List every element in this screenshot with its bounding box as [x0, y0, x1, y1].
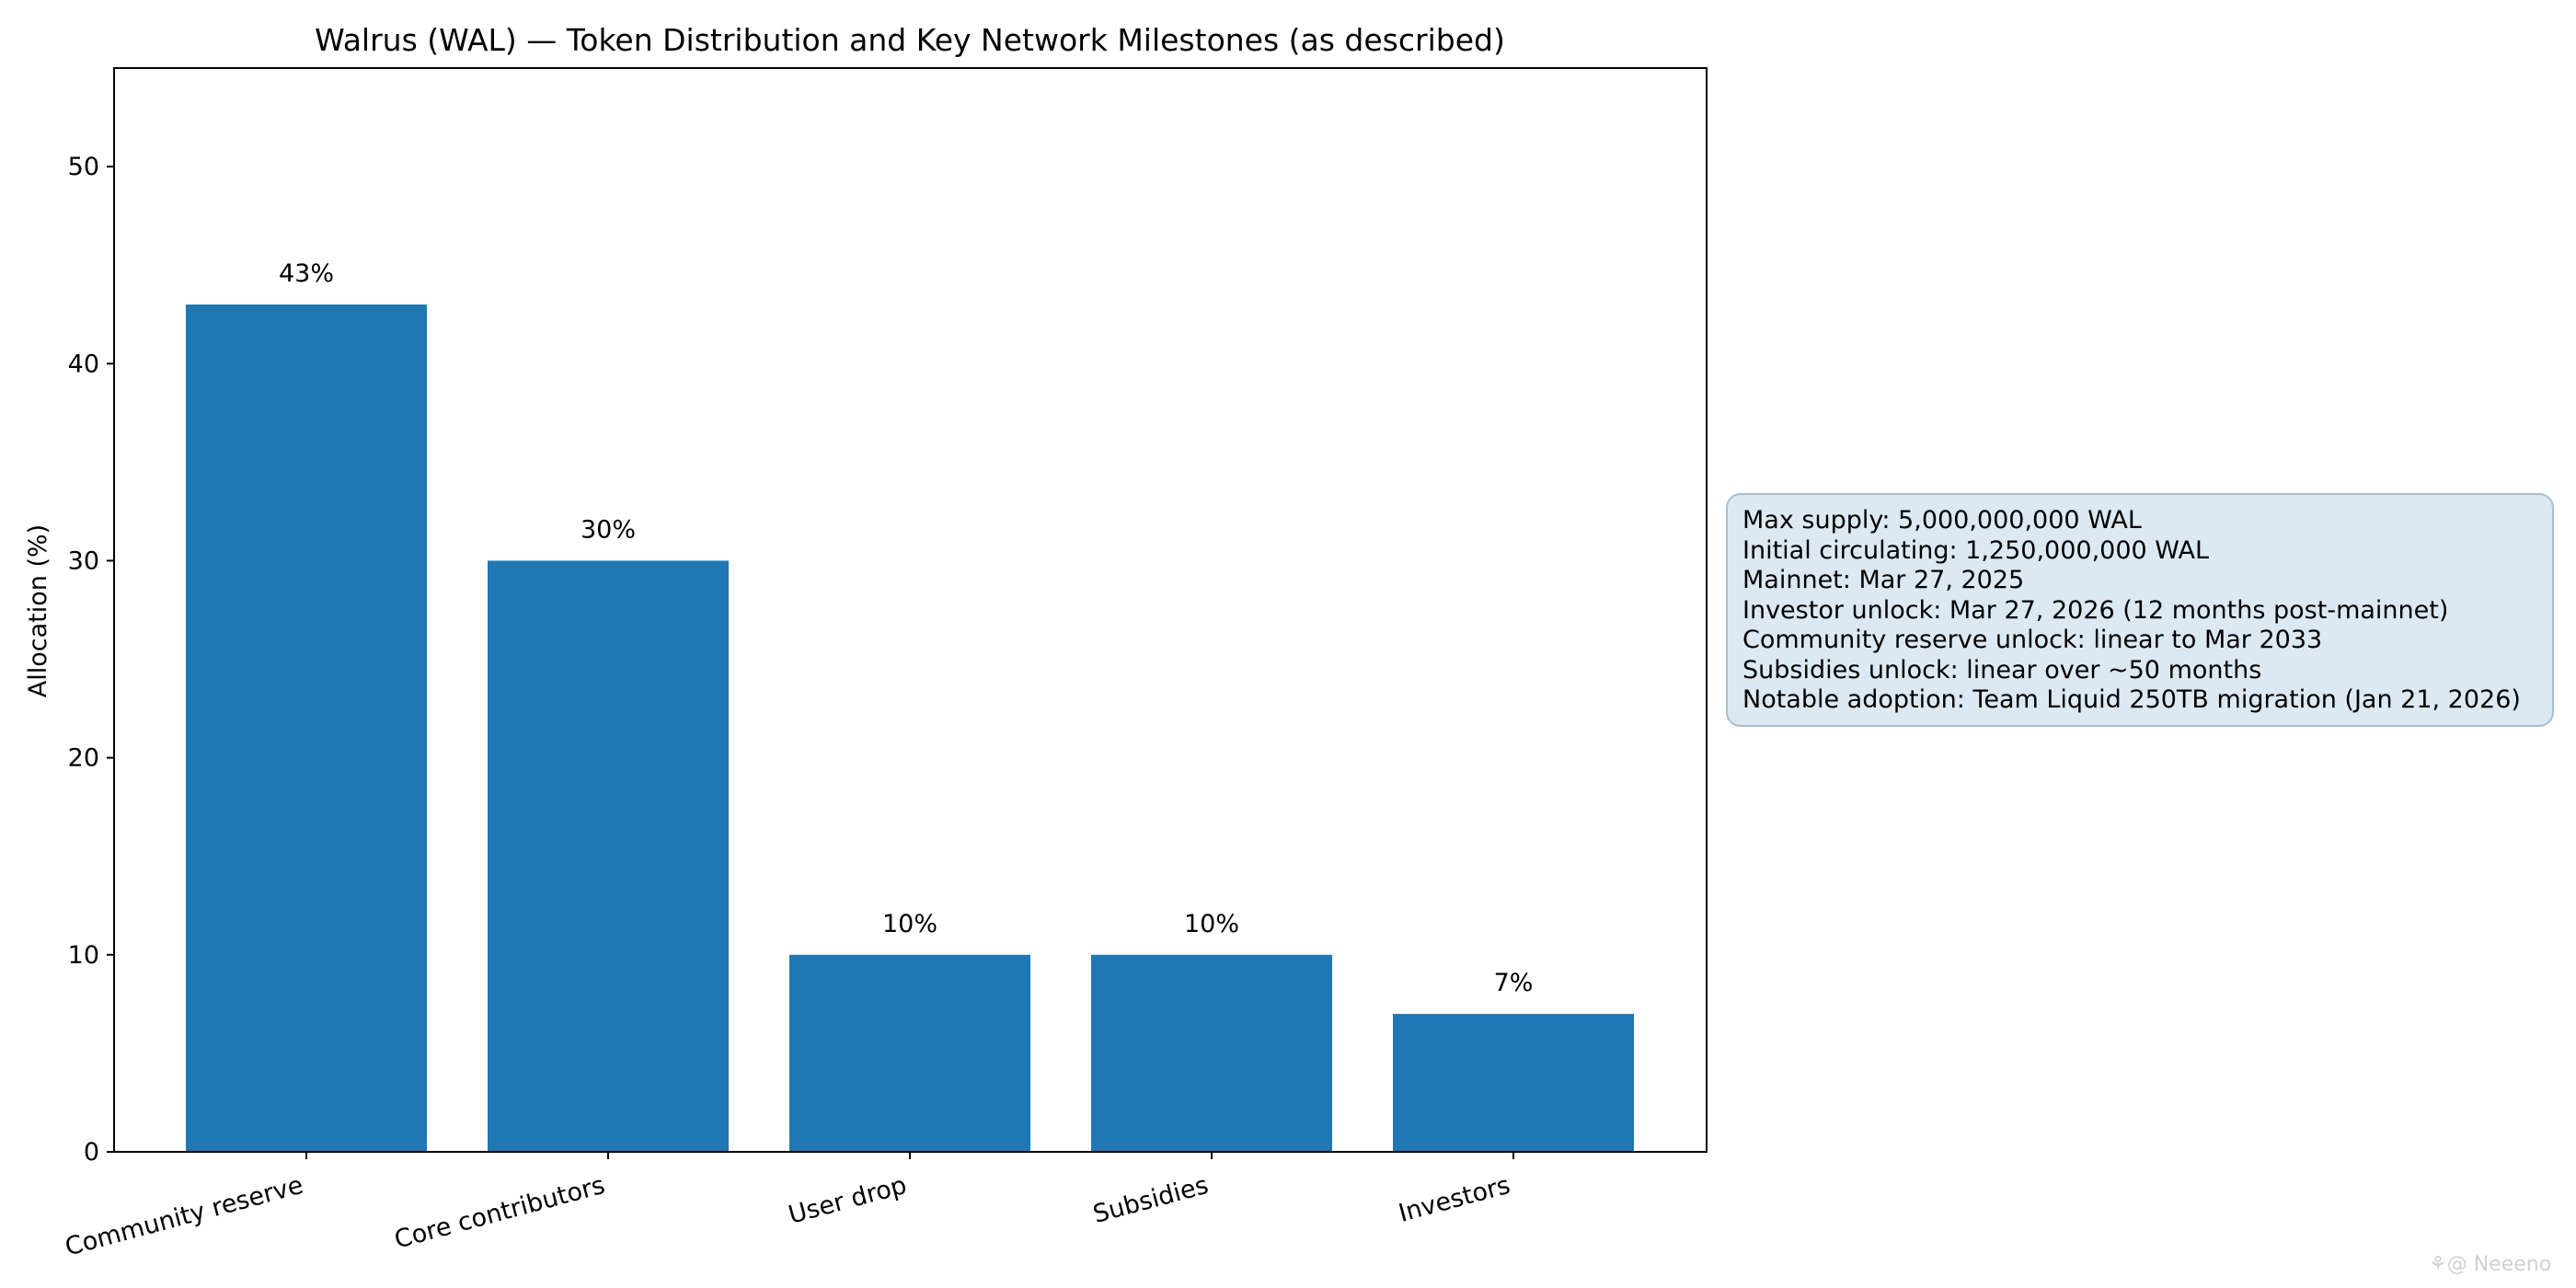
info-mainnet: Mainnet: Mar 27, 2025 — [1742, 566, 2025, 594]
info-investor-unlock: Investor unlock: Mar 27, 2026 (12 months… — [1742, 595, 2449, 625]
bar-subsidies — [1091, 954, 1332, 1152]
y-tick-label-0: 0 — [84, 1138, 99, 1167]
x-tick-label-core-contributors: Core contributors — [392, 1171, 608, 1255]
info-subsidies-unlock: Subsidies unlock: linear over ~50 months — [1742, 655, 2262, 684]
data-label-user-drop: 10% — [882, 910, 937, 938]
y-tick-label-30: 30 — [68, 546, 99, 575]
watermark: ⚘@ Neeeno — [2429, 1253, 2552, 1276]
bar-community-reserve — [186, 305, 427, 1152]
x-tick-label-user-drop: User drop — [786, 1171, 910, 1230]
y-tick-label-20: 20 — [68, 744, 99, 773]
info-community-reserve-unlock: Community reserve unlock: linear to Mar … — [1742, 626, 2323, 654]
info-initial-circulating: Initial circulating: 1,250,000,000 WAL — [1742, 535, 2210, 565]
bars-layer: 43% 30% 10% 10% 7% — [186, 259, 1634, 1152]
x-tick-label-investors: Investors — [1396, 1171, 1513, 1228]
chart-title: Walrus (WAL) — Token Distribution and Ke… — [315, 22, 1505, 58]
bar-user-drop — [789, 954, 1030, 1152]
data-label-subsidies: 10% — [1184, 910, 1239, 938]
y-tick-label-50: 50 — [68, 153, 99, 181]
info-notable-adoption: Notable adoption: Team Liquid 250TB migr… — [1742, 685, 2521, 714]
x-tick-label-community-reserve: Community reserve — [63, 1171, 306, 1262]
y-axis-label: Allocation (%) — [24, 524, 52, 697]
bar-investors — [1393, 1014, 1634, 1152]
plot-frame — [113, 67, 1708, 1153]
data-label-investors: 7% — [1494, 969, 1534, 997]
info-max-supply: Max supply: 5,000,000,000 WAL — [1742, 506, 2142, 535]
data-label-community-reserve: 43% — [279, 259, 334, 288]
y-tick-label-10: 10 — [68, 941, 99, 970]
data-label-core-contributors: 30% — [581, 515, 636, 544]
info-box: Max supply: 5,000,000,000 WAL Initial ci… — [1726, 493, 2554, 727]
y-tick-label-40: 40 — [68, 350, 99, 378]
bar-core-contributors — [488, 560, 729, 1152]
x-tick-label-subsidies: Subsidies — [1090, 1171, 1212, 1229]
